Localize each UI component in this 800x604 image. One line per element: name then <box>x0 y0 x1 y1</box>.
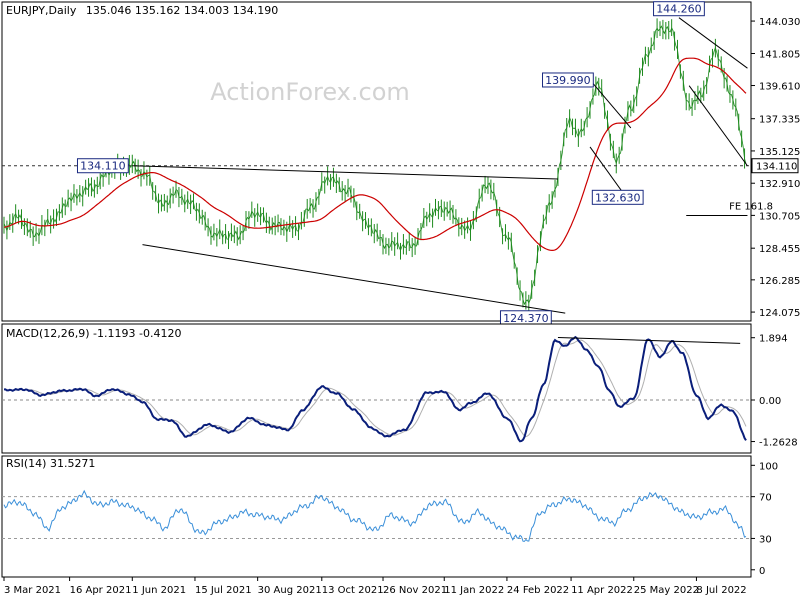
current-price-box <box>751 158 799 174</box>
price-trendline <box>132 165 558 180</box>
price-ytick-label: 130.705 <box>759 211 800 222</box>
price-trendline <box>688 85 748 167</box>
macd-main-line <box>4 335 747 443</box>
x-tick-label: 8 Jul 2022 <box>696 585 746 596</box>
rsi-ytick-label: 100 <box>759 461 778 472</box>
macd-signal-line <box>4 339 747 438</box>
macd-panel: MACD(12,26,9) -1.1193 -0.4120 1.894 0.00 -… <box>1 323 798 454</box>
price-annotation-label: 139.990 <box>545 74 591 87</box>
rsi-levels-layer <box>2 496 751 539</box>
price-trendline <box>589 79 632 129</box>
price-annotation-label: 134.110 <box>80 160 126 173</box>
price-trendline <box>678 17 748 69</box>
x-tick-label: 16 Apr 2021 <box>70 585 132 596</box>
price-annotation-box <box>542 72 594 88</box>
macd-panel-title: MACD(12,26,9) -1.1193 -0.4120 <box>6 327 181 340</box>
price-ytick-label: 124.075 <box>759 308 800 319</box>
rsi-line <box>3 489 747 542</box>
price-symbol-label: EURJPY,Daily <box>6 4 77 17</box>
price-ohlc-label: 135.046 135.162 134.003 134.190 <box>86 4 278 17</box>
price-ytick-label: 141.805 <box>759 50 800 61</box>
price-ytick-label: 139.610 <box>759 82 800 93</box>
x-tick-label: 3 Mar 2021 <box>4 585 61 596</box>
price-panel: ActionForex.com 144.260 139.990 134.110 132… <box>1 1 800 326</box>
macd-panel-frame <box>1 323 752 454</box>
price-annotation-box <box>591 189 644 205</box>
macd-trendline <box>557 337 741 344</box>
x-tick-label: 26 Nov 2021 <box>383 585 447 596</box>
price-panel-title: EURJPY,Daily 135.046 135.162 134.003 134… <box>6 4 278 17</box>
rsi-panel-title: RSI(14) 31.5271 <box>6 457 95 470</box>
x-axis: 3 Mar 2021 16 Apr 2021 1 Jun 2021 15 Jul 20… <box>3 577 747 596</box>
price-watermark: ActionForex.com <box>210 78 410 106</box>
x-tick-label: 25 May 2022 <box>634 585 699 596</box>
price-yaxis: 144.030 141.805 139.610 137.335 135.125 132.9… <box>751 17 800 319</box>
rsi-panel-frame <box>1 455 752 578</box>
price-trendline <box>589 146 624 194</box>
rsi-lines-layer <box>3 489 747 542</box>
price-trendline <box>142 244 566 314</box>
price-annotation-label: 144.260 <box>656 3 702 16</box>
rsi-panel: RSI(14) 31.5271 100 70 30 0 <box>1 455 778 578</box>
macd-lines-layer <box>2 335 751 443</box>
price-annotations-layer: 144.260 139.990 134.110 132.630 124.370 FE 16… <box>76 1 773 326</box>
x-tick-label: 11 Apr 2022 <box>571 585 633 596</box>
rsi-ytick-label: 70 <box>759 493 772 504</box>
macd-trendlines-layer <box>557 337 741 344</box>
x-tick-label: 30 Aug 2021 <box>258 585 322 596</box>
price-annotation-label: 132.630 <box>595 191 641 204</box>
rsi-yaxis: 100 70 30 0 <box>751 461 778 577</box>
x-tick-label: 11 Jan 2022 <box>444 585 504 596</box>
price-moving-average-line <box>3 57 747 252</box>
price-annotation-box <box>76 158 129 174</box>
price-trendlines-layer <box>132 17 748 314</box>
macd-ytick-label: -1.2628 <box>759 438 798 449</box>
price-ytick-label: 128.455 <box>759 244 800 255</box>
fe-annotation-label: FE 161.8 <box>729 202 773 213</box>
x-tick-label: 13 Oct 2021 <box>322 585 384 596</box>
x-tick-label: 24 Feb 2022 <box>507 585 569 596</box>
macd-ytick-label: 1.894 <box>759 334 788 345</box>
rsi-ytick-label: 0 <box>759 566 765 577</box>
price-ytick-label: 135.125 <box>759 147 800 158</box>
price-lines-layer <box>2 18 751 314</box>
price-annotation-label: 124.370 <box>503 312 549 325</box>
x-tick-label: 1 Jun 2021 <box>132 585 186 596</box>
x-tick-label: 15 Jul 2021 <box>195 585 252 596</box>
price-ytick-label: 132.910 <box>759 179 800 190</box>
price-annotation-box <box>653 1 705 17</box>
price-ytick-label: 137.335 <box>759 115 800 126</box>
current-price-label: 134.110 <box>756 162 797 173</box>
macd-yaxis: 1.894 0.00 -1.2628 <box>751 334 798 449</box>
rsi-ytick-label: 30 <box>759 534 772 545</box>
macd-ytick-label: 0.00 <box>759 396 781 407</box>
price-ytick-label: 144.030 <box>759 17 800 28</box>
price-ytick-label: 126.285 <box>759 276 800 287</box>
